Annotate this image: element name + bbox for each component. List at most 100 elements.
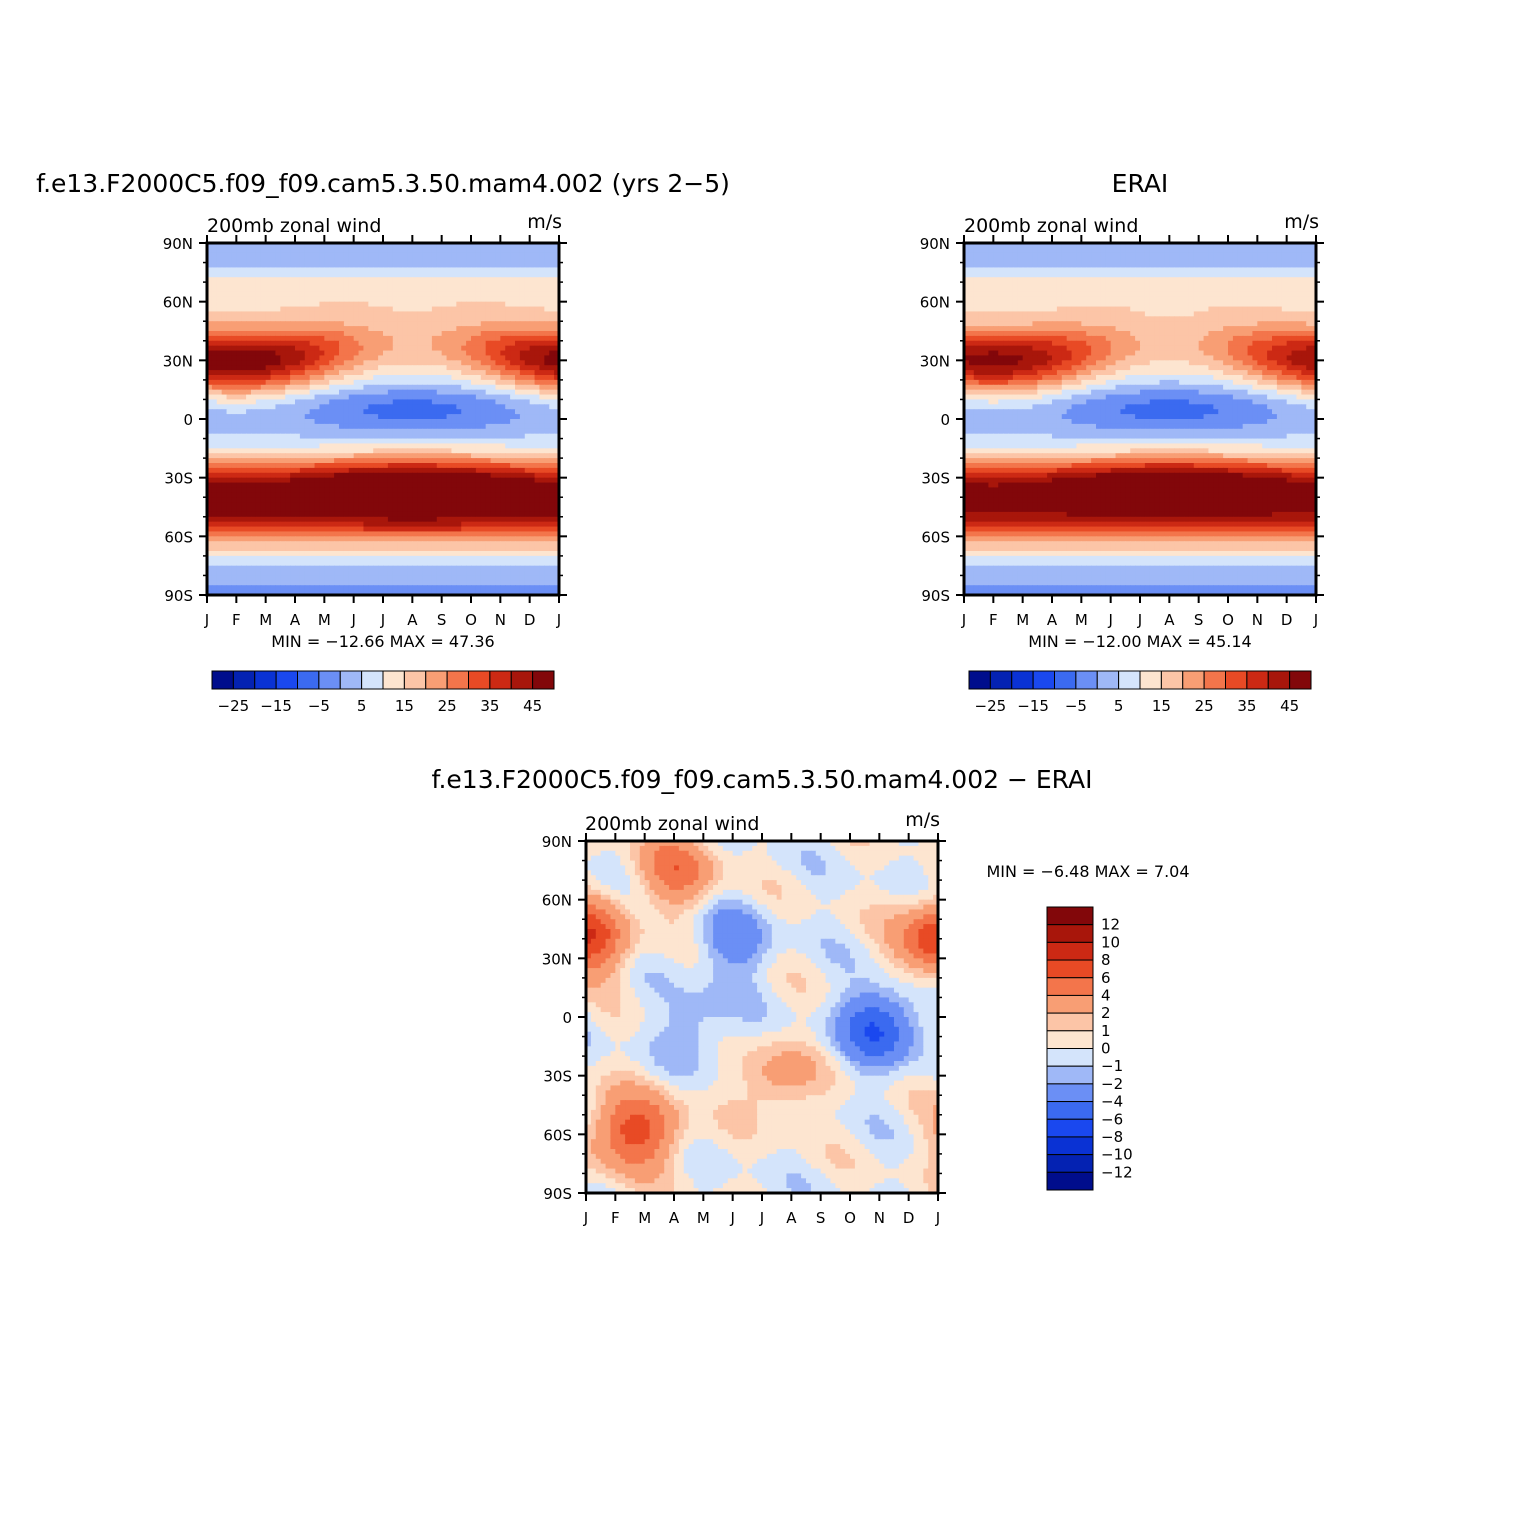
contour-cell [216, 257, 223, 264]
contour-cell [422, 384, 428, 391]
contour-cell [383, 521, 389, 528]
contour-cell [348, 546, 355, 552]
contour-cell [446, 355, 453, 361]
contour-cell [500, 502, 506, 508]
contour-cell [534, 511, 541, 518]
contour-cell [451, 287, 457, 293]
contour-cell [368, 492, 374, 498]
contour-cell [549, 511, 555, 518]
contour-cell [456, 546, 462, 552]
contour-cell [324, 477, 330, 484]
contour-cell [466, 453, 472, 459]
contour-cell [485, 438, 492, 445]
contour-cell [451, 257, 457, 264]
contour-cell [515, 262, 521, 269]
contour-cell [539, 291, 545, 298]
contour-cell [275, 536, 281, 542]
contour-cell [280, 243, 286, 249]
contour-cell [358, 247, 365, 254]
contour-cell [387, 272, 394, 278]
contour-cell [295, 345, 301, 352]
contour-cell [490, 531, 497, 537]
contour-cell [304, 433, 311, 440]
contour-cell [251, 389, 257, 396]
contour-cell [226, 252, 233, 259]
contour-cell [251, 340, 257, 347]
contour-cell [495, 487, 501, 493]
contour-cell [392, 262, 399, 269]
contour-cell [485, 277, 492, 283]
contour-cell [319, 472, 325, 479]
contour-cell [304, 282, 311, 288]
contour-cell [505, 443, 511, 449]
contour-cell [290, 560, 296, 567]
contour-cell [529, 247, 536, 254]
contour-cell [309, 546, 316, 552]
contour-cell [534, 467, 541, 474]
contour-cell [236, 521, 242, 528]
contour-cell [387, 409, 394, 415]
contour-cell [427, 257, 433, 264]
contour-cell [211, 355, 218, 361]
contour-cell [363, 487, 369, 493]
contour-cell [314, 340, 321, 347]
contour-cell [260, 399, 267, 405]
contour-cell [236, 531, 242, 537]
contour-cell [466, 560, 472, 567]
contour-cell [544, 370, 550, 376]
contour-cell [251, 365, 257, 371]
contour-cell [348, 497, 355, 503]
contour-cell [544, 433, 550, 440]
contour-cell [446, 291, 453, 298]
contour-cell [363, 399, 369, 405]
contour-cell [505, 399, 511, 405]
contour-cell [255, 521, 262, 528]
contour-cell [456, 282, 462, 288]
contour-cell [334, 389, 340, 396]
contour-cell [392, 477, 399, 484]
contour-cell [422, 399, 428, 405]
contour-cell [246, 277, 252, 283]
contour-cell [549, 321, 555, 327]
contour-cell [407, 453, 413, 459]
contour-cell [207, 565, 213, 572]
contour-cell [221, 502, 228, 508]
contour-cell [461, 502, 467, 508]
contour-cell [236, 487, 242, 493]
contour-cell [363, 497, 369, 503]
contour-cell [246, 551, 252, 557]
contour-cell [392, 252, 399, 259]
contour-cell [529, 306, 536, 313]
contour-cell [436, 389, 443, 396]
contour-cell [505, 379, 511, 386]
contour-cell [334, 546, 340, 552]
contour-cell [407, 360, 413, 366]
contour-cell [402, 414, 409, 420]
contour-cell [456, 433, 462, 440]
contour-cell [295, 531, 301, 537]
contour-cell [280, 560, 286, 567]
contour-cell [231, 375, 237, 381]
contour-cell [251, 516, 257, 523]
contour-cell [451, 555, 457, 562]
contour-cell [285, 448, 291, 454]
contour-cell [471, 384, 477, 391]
contour-cell [441, 419, 448, 425]
contour-cell [353, 370, 360, 376]
contour-cell [397, 282, 404, 288]
contour-cell [554, 463, 560, 469]
contour-cell [417, 492, 423, 498]
contour-cell [363, 282, 369, 288]
contour-cell [241, 331, 247, 337]
contour-cell [412, 331, 418, 337]
contour-cell [461, 321, 467, 327]
contour-cell [456, 472, 462, 479]
contour-cell [490, 458, 497, 464]
contour-cell [324, 326, 330, 332]
contour-cell [515, 551, 521, 557]
contour-cell [363, 350, 369, 357]
contour-cell [309, 511, 316, 518]
contour-cell [461, 291, 467, 298]
contour-cell [392, 360, 399, 366]
contour-cell [309, 277, 316, 283]
